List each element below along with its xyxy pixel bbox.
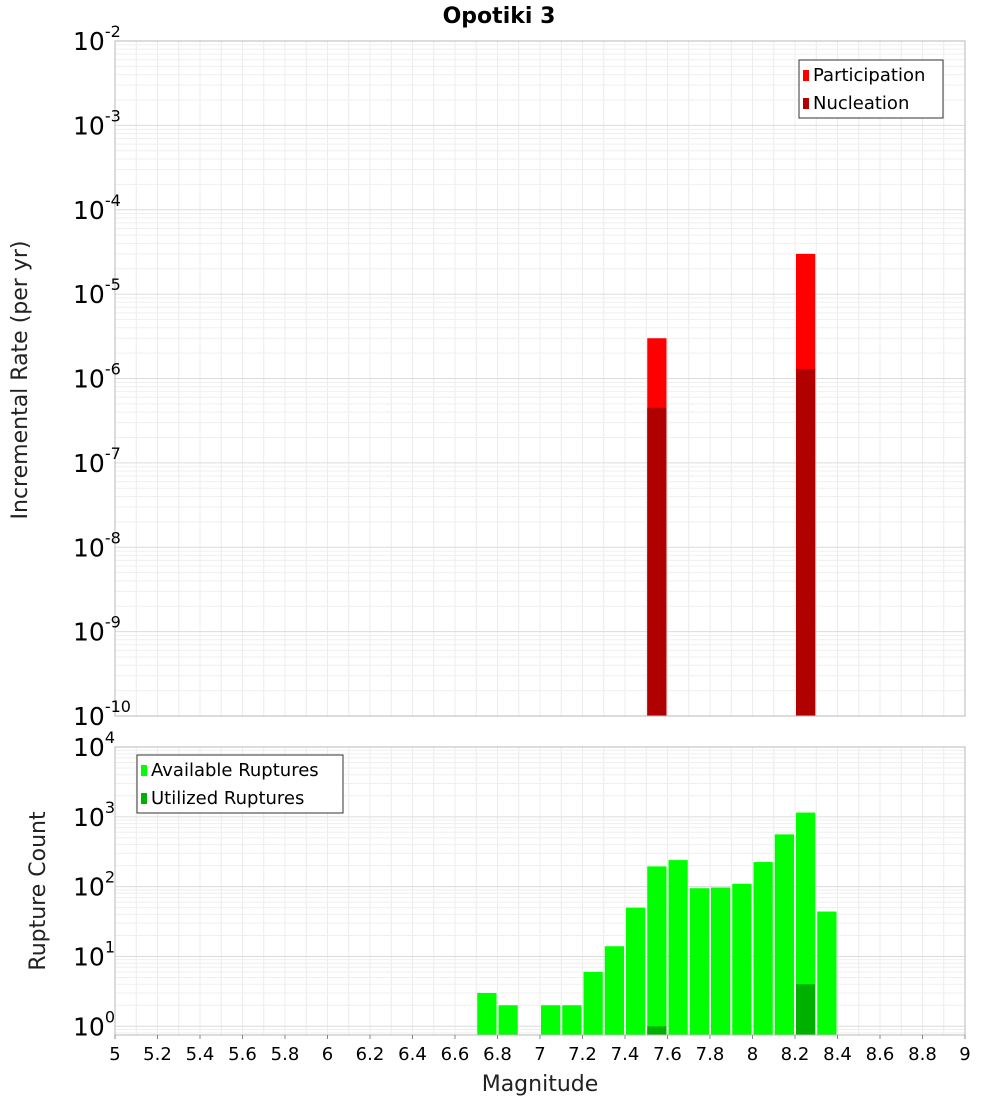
magnitude-axis-label: Magnitude xyxy=(482,1072,599,1097)
y-tick-label: 10-9 xyxy=(73,613,121,647)
y-tick-label: 10-5 xyxy=(73,275,121,309)
y-tick-label: 10-6 xyxy=(73,360,121,394)
x-tick-label: 5.2 xyxy=(143,1044,172,1065)
y-tick-label: 101 xyxy=(73,937,115,971)
x-tick-label: 5.8 xyxy=(271,1044,300,1065)
rate-axis-label: Incremental Rate (per yr) xyxy=(8,241,33,520)
grid xyxy=(114,40,966,717)
plot-border xyxy=(114,40,966,717)
bar-available-ruptures xyxy=(711,887,731,1035)
bar-available-ruptures xyxy=(604,946,624,1035)
x-tick-label: 6.8 xyxy=(483,1044,512,1065)
bar-available-ruptures xyxy=(626,907,646,1035)
bar-available-ruptures xyxy=(562,1005,582,1035)
legend-swatch xyxy=(803,98,809,109)
x-tick-label: 6.2 xyxy=(356,1044,385,1065)
y-tick-label: 104 xyxy=(73,728,115,762)
y-tick-label: 10-2 xyxy=(73,22,121,56)
x-tick-label: 9 xyxy=(959,1044,970,1065)
legend-swatch xyxy=(803,70,809,81)
y-tick-label: 10-3 xyxy=(73,106,121,140)
x-tick-label: 7 xyxy=(534,1044,545,1065)
count-axis-label: Rupture Count xyxy=(26,811,51,971)
y-tick-label: 10-10 xyxy=(73,697,131,731)
legend: Available Ruptures Utilized Ruptures xyxy=(136,754,344,814)
x-tick-label: 7.2 xyxy=(568,1044,597,1065)
legend-box xyxy=(136,754,344,814)
x-tick-label: 8.6 xyxy=(866,1044,895,1065)
bar-available-ruptures xyxy=(477,992,497,1035)
bar-available-ruptures xyxy=(796,812,816,1035)
x-tick-label: 6.4 xyxy=(398,1044,427,1065)
y-tick-label: 100 xyxy=(73,1007,115,1041)
x-tick-label: 6 xyxy=(322,1044,333,1065)
legend-box xyxy=(798,59,944,119)
bar-available-ruptures xyxy=(817,911,837,1035)
y-tick-label: 10-8 xyxy=(73,528,121,562)
legend-swatch xyxy=(141,765,147,776)
bar-available-ruptures xyxy=(753,862,773,1035)
bar-nucleation xyxy=(647,407,667,716)
x-tick-label: 5.4 xyxy=(186,1044,215,1065)
bar-available-ruptures xyxy=(689,888,709,1035)
rate-panel: 10-10 10-9 10-8 10-7 10-6 10-5 10-4 10-3 10-2 Par… xyxy=(73,22,966,731)
bar-available-ruptures xyxy=(774,834,794,1035)
x-tick-label: 8 xyxy=(747,1044,758,1065)
y-tick-label: 10-7 xyxy=(73,444,121,478)
legend-label: Nucleation xyxy=(813,93,909,114)
x-tick-label: 8.4 xyxy=(823,1044,852,1065)
bar-available-ruptures xyxy=(668,860,688,1035)
bar-available-ruptures xyxy=(498,1005,518,1035)
x-tick-label: 5.6 xyxy=(228,1044,257,1065)
y-tick-label: 10-4 xyxy=(73,191,121,225)
bar-available-ruptures xyxy=(541,1005,561,1035)
count-panel: 100 101 102 103 104 5 5.2 5.4 5.6 5.8 6 6.2 6.4 6.6 6.… xyxy=(73,728,971,1065)
bar-nucleation xyxy=(796,368,816,716)
x-tick-label: 8.8 xyxy=(908,1044,937,1065)
x-tick-label: 7.6 xyxy=(653,1044,682,1065)
bar-available-ruptures xyxy=(732,883,752,1035)
legend-swatch xyxy=(141,793,147,804)
x-tick-label: 5 xyxy=(109,1044,120,1065)
bar-available-ruptures xyxy=(647,866,667,1035)
legend-label: Utilized Ruptures xyxy=(151,788,304,809)
x-tick-label: 8.2 xyxy=(781,1044,810,1065)
legend: Participation Nucleation xyxy=(798,59,944,119)
legend-label: Participation xyxy=(813,65,925,86)
x-tick-label: 7.4 xyxy=(611,1044,640,1065)
bar-available-ruptures xyxy=(583,971,603,1035)
y-tick-label: 102 xyxy=(73,868,115,902)
bar-utilized-ruptures xyxy=(647,1026,667,1035)
chart-title: Opotiki 3 xyxy=(443,4,556,29)
legend-label: Available Ruptures xyxy=(151,760,319,781)
x-tick-label: 6.6 xyxy=(441,1044,470,1065)
bar-utilized-ruptures xyxy=(796,984,816,1035)
x-tick-label: 7.8 xyxy=(696,1044,725,1065)
y-tick-label: 103 xyxy=(73,798,115,832)
